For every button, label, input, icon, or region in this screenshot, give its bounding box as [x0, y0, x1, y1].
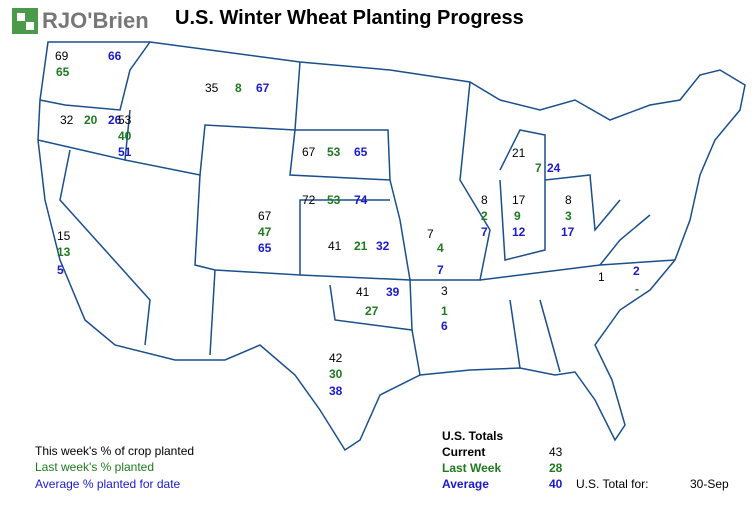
state-border [194, 174, 390, 276]
state-current: 69 [55, 49, 69, 63]
state-border [539, 299, 561, 373]
totals-title: U.S. Totals [442, 429, 503, 443]
logo-icon [17, 13, 25, 21]
state-average: 12 [512, 225, 526, 239]
logo-icon [26, 22, 34, 30]
state-current: 42 [329, 351, 343, 365]
state-average: 65 [258, 241, 272, 255]
state-average: 2 [633, 264, 640, 278]
state-last-week: 4 [437, 241, 444, 255]
state-last-week: 30 [329, 367, 343, 381]
state-last-week: 2 [481, 209, 488, 223]
state-last-week: 13 [57, 245, 71, 259]
state-average: 74 [354, 193, 368, 207]
state-current: 32 [60, 113, 74, 127]
state-last-week: 9 [514, 209, 521, 223]
state-average: 26 [108, 113, 122, 127]
state-last-week: 20 [84, 113, 98, 127]
totals-date-label: U.S. Total for: [576, 477, 648, 491]
state-last-week: - [635, 282, 639, 296]
logo: RJO'Brien [12, 8, 149, 34]
state-last-week: 7 [535, 161, 542, 175]
state-current: 72 [302, 193, 316, 207]
state-average: 65 [354, 145, 368, 159]
state-average: 51 [118, 145, 132, 159]
state-current: 7 [427, 227, 434, 241]
us-map [37, 41, 746, 452]
state-average: 67 [256, 81, 270, 95]
state-current: 8 [481, 193, 488, 207]
state-current: 41 [328, 239, 342, 253]
totals-current: 43 [549, 445, 563, 459]
state-border [599, 214, 651, 266]
state-last-week: 21 [354, 239, 368, 253]
state-average: 17 [561, 225, 575, 239]
state-last-week: 47 [258, 225, 272, 239]
state-last-week: 1 [441, 304, 448, 318]
state-average: 39 [386, 285, 400, 299]
state-current: 53 [118, 113, 132, 127]
state-current: 67 [302, 145, 316, 159]
state-last-week: 3 [565, 209, 572, 223]
state-border [59, 149, 151, 346]
state-current: 21 [512, 146, 526, 160]
totals-date: 30-Sep [690, 477, 729, 491]
totals-average-label: Average [442, 477, 489, 491]
state-average: 24 [547, 161, 561, 175]
state-border [39, 41, 151, 111]
logo-text: RJO'Brien [42, 8, 149, 33]
state-current: 15 [57, 229, 71, 243]
state-last-week: 40 [118, 129, 132, 143]
state-average: 38 [329, 384, 343, 398]
state-current: 8 [565, 193, 572, 207]
totals-last-week: 28 [549, 461, 563, 475]
state-average: 7 [481, 225, 488, 239]
legend-current: This week's % of crop planted [35, 444, 194, 458]
state-border [411, 329, 421, 376]
state-current: 67 [258, 209, 272, 223]
totals-last-week-label: Last Week [442, 461, 501, 475]
totals-current-label: Current [442, 445, 485, 459]
state-border [124, 61, 301, 176]
state-current: 1 [598, 270, 605, 284]
legend-last-week: Last week's % planted [35, 460, 154, 474]
state-average: 7 [437, 263, 444, 277]
state-last-week: 8 [235, 81, 242, 95]
state-last-week: 53 [327, 193, 341, 207]
state-last-week: 65 [56, 65, 70, 79]
state-last-week: 53 [327, 145, 341, 159]
state-average: 66 [108, 49, 122, 63]
state-average: 6 [441, 319, 448, 333]
state-border [479, 259, 676, 281]
state-current: 41 [356, 285, 370, 299]
totals-average: 40 [549, 477, 563, 491]
state-average: 5 [57, 263, 64, 277]
state-average: 32 [376, 239, 390, 253]
state-current: 35 [205, 81, 219, 95]
title: U.S. Winter Wheat Planting Progress [175, 7, 524, 29]
us-outline [37, 41, 746, 452]
legend-average: Average % planted for date [35, 477, 181, 491]
state-border [499, 129, 546, 180]
state-current: 17 [512, 193, 526, 207]
state-border [299, 274, 413, 331]
state-last-week: 27 [365, 304, 379, 318]
state-border [509, 299, 521, 369]
state-current: 3 [441, 284, 448, 298]
state-border [209, 269, 216, 356]
